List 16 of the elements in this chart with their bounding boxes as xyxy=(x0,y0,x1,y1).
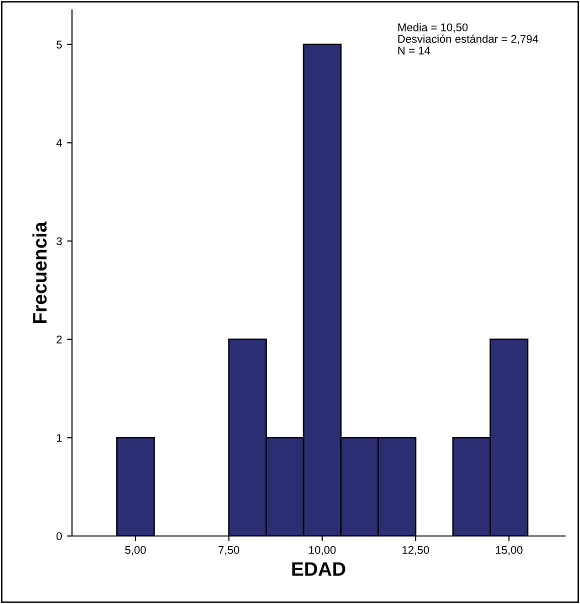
annotation: Media = 10,50 xyxy=(398,23,468,33)
y-axis-title: Frecuencia xyxy=(32,222,47,324)
x-tick-label: 10,00 xyxy=(309,546,336,556)
y-tick-label: 0 xyxy=(56,532,62,540)
x-tick-label: 7,50 xyxy=(218,546,240,556)
y-tick-label: 3 xyxy=(56,237,62,246)
y-tick-label: 1 xyxy=(56,434,62,442)
x-tick-label: 12,50 xyxy=(402,546,430,556)
annotation: Desviación estándar = 2,794 xyxy=(398,34,538,44)
x-tick-label: 15,00 xyxy=(496,546,522,556)
y-tick-label: 5 xyxy=(56,40,62,49)
x-axis-title: EDAD xyxy=(292,562,346,576)
y-tick-label: 2 xyxy=(56,336,62,344)
y-tick-label: 4 xyxy=(56,139,62,147)
annotation: N = 14 xyxy=(398,46,430,54)
x-tick-label: 5,00 xyxy=(125,546,146,556)
